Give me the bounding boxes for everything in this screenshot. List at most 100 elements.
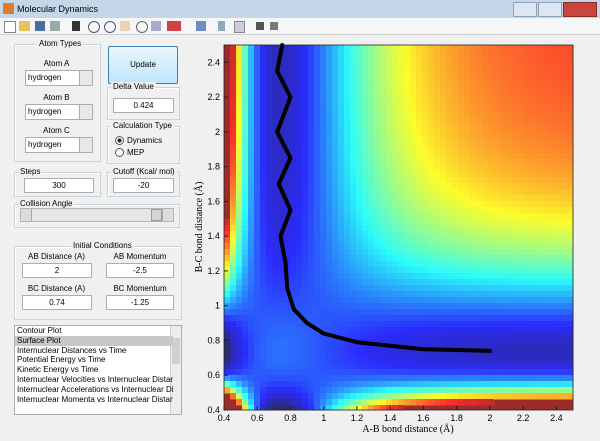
field-input[interactable]: 2: [22, 263, 92, 278]
list-item[interactable]: Contour Plot: [17, 326, 62, 335]
tool-open[interactable]: [19, 21, 30, 31]
surface-cell: [434, 51, 441, 58]
surface-cell: [452, 255, 459, 262]
minimize-button[interactable]: [513, 2, 537, 17]
atom-dropdown[interactable]: hydrogen: [25, 104, 93, 120]
window-title: Molecular Dynamics: [17, 4, 99, 14]
surface-cell: [530, 51, 537, 58]
surface-cell: [464, 399, 471, 406]
update-button[interactable]: Update: [108, 46, 178, 84]
slider-thumb[interactable]: [151, 209, 162, 221]
surface-cell: [236, 261, 243, 268]
collision-angle-slider[interactable]: [20, 208, 174, 222]
list-item[interactable]: Internuclear Momenta vs Internuclear Dis…: [17, 394, 173, 404]
tool-legend[interactable]: [234, 21, 245, 33]
surface-cell: [482, 273, 489, 280]
radio-button[interactable]: [115, 136, 124, 145]
surface-cell: [344, 405, 351, 411]
surface-cell: [350, 57, 357, 64]
surface-cell: [332, 291, 339, 298]
tool-zoom-in[interactable]: [88, 21, 100, 33]
surface-cell: [392, 327, 399, 334]
surface-cell: [224, 351, 231, 358]
list-item[interactable]: Potential Energy vs Time: [17, 355, 106, 365]
surface-cell: [242, 339, 249, 346]
tool-pointer[interactable]: [72, 21, 80, 31]
field-input[interactable]: -2.5: [106, 263, 174, 278]
surface-cell: [506, 189, 513, 196]
surface-cell: [410, 51, 417, 58]
surface-cell: [248, 393, 255, 400]
surface-cell: [482, 81, 489, 88]
surface-cell: [272, 171, 279, 178]
maximize-button[interactable]: [538, 2, 562, 17]
tool-pan[interactable]: [120, 21, 130, 31]
tool-print[interactable]: [50, 21, 60, 31]
surface-cell: [308, 345, 315, 352]
surface-cell: [464, 75, 471, 82]
surface-cell: [266, 267, 273, 274]
surface-cell: [332, 135, 339, 142]
surface-cell: [254, 105, 261, 112]
surface-cell: [350, 63, 357, 70]
surface-cell: [494, 207, 501, 214]
surface-cell: [476, 351, 483, 358]
surface-cell: [566, 213, 573, 220]
atom-dropdown[interactable]: hydrogen: [25, 137, 93, 153]
surface-cell: [410, 357, 417, 364]
slider-arrow-right[interactable]: [162, 209, 173, 221]
close-button[interactable]: [563, 2, 597, 17]
scroll-thumb[interactable]: [172, 338, 180, 364]
steps-input[interactable]: 300: [24, 178, 94, 193]
surface-cell: [542, 159, 549, 166]
delta-value-input[interactable]: 0.424: [113, 98, 174, 113]
tool-new[interactable]: [4, 21, 16, 33]
atom-dropdown[interactable]: hydrogen: [25, 70, 93, 86]
surface-cell: [560, 189, 567, 196]
surface-cell: [482, 303, 489, 310]
surface-cell: [254, 87, 261, 94]
surface-cell: [530, 45, 537, 52]
tool-colorbar[interactable]: [218, 21, 225, 31]
surface-cell: [458, 285, 465, 292]
surface-cell: [482, 369, 489, 376]
tool-link[interactable]: [196, 21, 206, 31]
tool-datacursor[interactable]: [151, 21, 161, 31]
surface-cell: [320, 393, 327, 400]
tool-show[interactable]: [270, 22, 278, 30]
list-item[interactable]: Surface Plot: [15, 335, 173, 346]
tool-zoom-out[interactable]: [104, 21, 116, 33]
surface-cell: [350, 351, 357, 358]
surface-cell: [512, 297, 519, 304]
cutoff-input[interactable]: -20: [113, 178, 174, 193]
surface-cell: [308, 333, 315, 340]
slider-arrow-left[interactable]: [21, 209, 32, 221]
list-item[interactable]: Internuclear Distances vs Time: [17, 345, 127, 355]
tool-save[interactable]: [35, 21, 45, 31]
surface-cell: [278, 321, 285, 328]
list-item[interactable]: Internuclear Accelerations vs Internucle…: [17, 384, 173, 394]
panel-title: Cutoff (Kcal/ mol): [111, 167, 177, 176]
surface-cell: [416, 45, 423, 52]
surface-cell: [314, 105, 321, 112]
field-input[interactable]: -1.25: [106, 295, 174, 310]
surface-cell: [356, 147, 363, 154]
surface-cell: [476, 213, 483, 220]
tool-rotate[interactable]: [136, 21, 148, 33]
list-item[interactable]: Kinetic Energy vs Time: [17, 365, 99, 375]
surface-cell: [290, 195, 297, 202]
tool-hide[interactable]: [256, 22, 264, 30]
radio-button[interactable]: [115, 148, 124, 157]
surface-cell: [410, 327, 417, 334]
surface-cell: [482, 225, 489, 232]
plot-listbox[interactable]: Contour Plot Surface Plot Internuclear Dis…: [14, 325, 182, 415]
list-scrollbar[interactable]: [170, 326, 181, 414]
surface-cell: [284, 327, 291, 334]
surface-cell: [554, 117, 561, 124]
tool-brush[interactable]: [167, 21, 181, 31]
surface-cell: [248, 51, 255, 58]
surface-cell: [440, 309, 447, 316]
list-item[interactable]: Internuclear Velocities vs Internuclear …: [17, 375, 173, 384]
field-input[interactable]: 0.74: [22, 295, 92, 310]
surface-cell: [494, 195, 501, 202]
